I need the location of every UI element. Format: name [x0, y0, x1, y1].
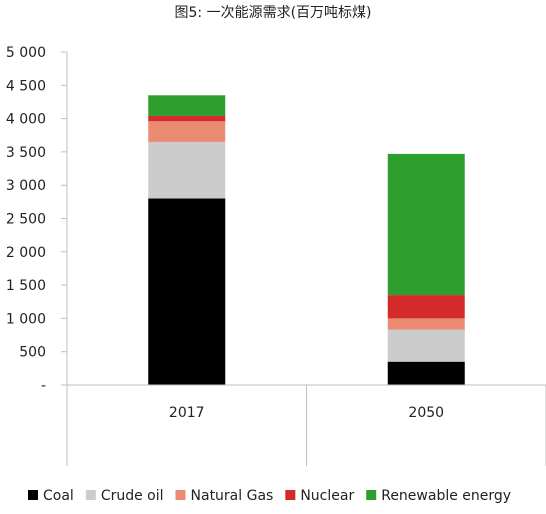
bar-segment-natural-gas-2017	[148, 121, 226, 142]
legend-label-crude-oil: Crude oil	[101, 488, 164, 504]
legend: Coal Crude oil Natural Gas Nuclear Renewable…	[28, 488, 511, 504]
x-tick-label: 2017	[169, 405, 205, 421]
bar-segment-nuclear-2050	[387, 295, 465, 319]
y-tick-label: 4 500	[6, 78, 46, 94]
y-tick-label: 1 000	[6, 311, 46, 327]
y-tick-label: 5 000	[6, 45, 46, 61]
bar-segment-coal-2050	[387, 361, 465, 385]
bar-segment-renewable-energy-2050	[387, 153, 465, 296]
x-axis: 2017 2050	[66, 384, 546, 466]
y-tick-label: 3 500	[6, 145, 46, 161]
legend-label-nuclear: Nuclear	[300, 488, 354, 504]
y-tick-label: 4 000	[6, 112, 46, 128]
legend-label-natural-gas: Natural Gas	[191, 488, 274, 504]
y-axis: - 500 1 000 1 500 2 000 2 500 3 000 3 500 4 000 4…	[6, 45, 68, 394]
y-tick-label: 2 000	[6, 245, 46, 261]
x-tick-label: 2050	[408, 405, 444, 421]
y-tick-label: 1 500	[6, 278, 46, 294]
legend-swatch-renewable-energy	[366, 490, 377, 500]
chart-title: 图5: 一次能源需求(百万吨标煤)	[175, 5, 372, 21]
y-tick-label: 2 500	[6, 212, 46, 228]
y-tick-label: 500	[19, 345, 46, 361]
y-tick-label: 3 000	[6, 178, 46, 194]
legend-label-renewable-energy: Renewable energy	[381, 488, 511, 504]
bar-segment-renewable-energy-2017	[148, 95, 226, 116]
bar-segment-coal-2017	[148, 198, 226, 385]
legend-swatch-coal	[28, 490, 38, 500]
bar-segment-crude-oil-2050	[387, 329, 465, 362]
y-tick-label: -	[41, 378, 46, 394]
legend-swatch-crude-oil	[85, 490, 96, 500]
bar-segment-natural-gas-2050	[387, 318, 465, 330]
legend-label-coal: Coal	[43, 488, 74, 504]
bar-segment-crude-oil-2017	[148, 141, 226, 199]
bar-segment-nuclear-2017	[148, 115, 226, 122]
bars	[148, 95, 465, 385]
legend-swatch-nuclear	[285, 490, 296, 500]
legend-swatch-natural-gas	[175, 490, 186, 500]
